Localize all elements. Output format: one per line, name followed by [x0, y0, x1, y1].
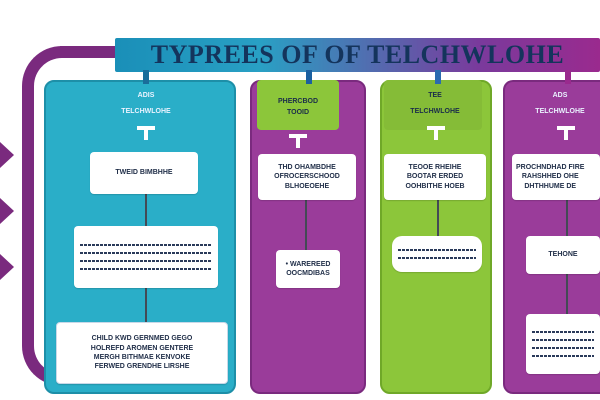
column-4-box-1: PROCHNDHAD FIRE RAHSHHED OHE DHTHHUME DE: [512, 154, 600, 200]
column-2-box-2-text: • WAREREED OOCMDIBAS: [285, 260, 331, 277]
column-4-box-1-text: PROCHNDHAD FIRE RAHSHHED OHE DHTHHUME DE: [516, 163, 585, 190]
column-1-connector-pin: [143, 70, 149, 84]
column-1-box-2: [74, 226, 218, 288]
title-banner: TYPREES OF OF TELCHWLOHE: [115, 38, 600, 72]
column-1-heading: TELCHWLOHE: [121, 108, 171, 115]
column-1-box-1: TWEID BIMBHHE: [90, 152, 198, 194]
column-2-stem: [305, 198, 307, 254]
column-1-box-3: CHILD KWD GERNMED GEGO HOLREFD AROMEN GE…: [56, 322, 228, 384]
column-3-heading-tab: [384, 80, 482, 130]
column-4-box-3: [526, 314, 600, 374]
column-3-stem: [437, 200, 439, 236]
column-2-connector-pin: [306, 70, 312, 84]
column-3-heading-top: TEE: [428, 92, 442, 99]
column-4-box-2: TEHONE: [526, 236, 600, 274]
diagram-frame-top-line: [60, 46, 120, 58]
column-4-box-3-lines: [532, 331, 594, 357]
column-4-connector-pin: [565, 70, 571, 84]
chevron-right-icon: [0, 142, 14, 168]
column-3-connector-pin: [435, 70, 441, 84]
column-3-box-2-lines: [398, 249, 476, 259]
column-2-heading: PHERCBOD TOOID: [277, 98, 319, 117]
column-2-box-1: THD OHAMBDHE OFROCERSCHOOD BLHOEOEHE: [258, 154, 356, 200]
chevron-right-icon: [0, 198, 14, 224]
diagram-title: TYPREES OF OF TELCHWLOHE: [150, 40, 565, 69]
t-icon: [427, 126, 445, 140]
column-2-box-1-text: THD OHAMBDHE OFROCERSCHOOD BLHOEOEHE: [274, 163, 340, 190]
t-icon: [137, 126, 155, 140]
column-1-heading-top: ADIS: [137, 92, 155, 99]
column-3-box-1-text: TEOOE RHEIHE BOOTAR ERDED OOHBITHE HOEB: [405, 163, 465, 190]
t-icon: [289, 134, 307, 148]
column-4-box-2-text: TEHONE: [548, 251, 578, 259]
column-4-heading-top: ADS: [552, 92, 568, 99]
column-4-heading: TELCHWLOHE: [535, 108, 585, 115]
column-1-box-1-text: TWEID BIMBHHE: [115, 169, 173, 177]
column-2-heading-tab: [257, 80, 339, 130]
column-1-box-2-lines: [80, 244, 212, 270]
column-2-box-2: • WAREREED OOCMDIBAS: [276, 250, 340, 288]
chevron-right-icon: [0, 254, 14, 280]
column-3-heading: TELCHWLOHE: [410, 108, 460, 115]
column-3-box-1: TEOOE RHEIHE BOOTAR ERDED OOHBITHE HOEB: [384, 154, 486, 200]
column-1-box-3-text: CHILD KWD GERNMED GEGO HOLREFD AROMEN GE…: [90, 335, 194, 371]
t-icon: [557, 126, 575, 140]
column-3-box-2: [392, 236, 482, 272]
